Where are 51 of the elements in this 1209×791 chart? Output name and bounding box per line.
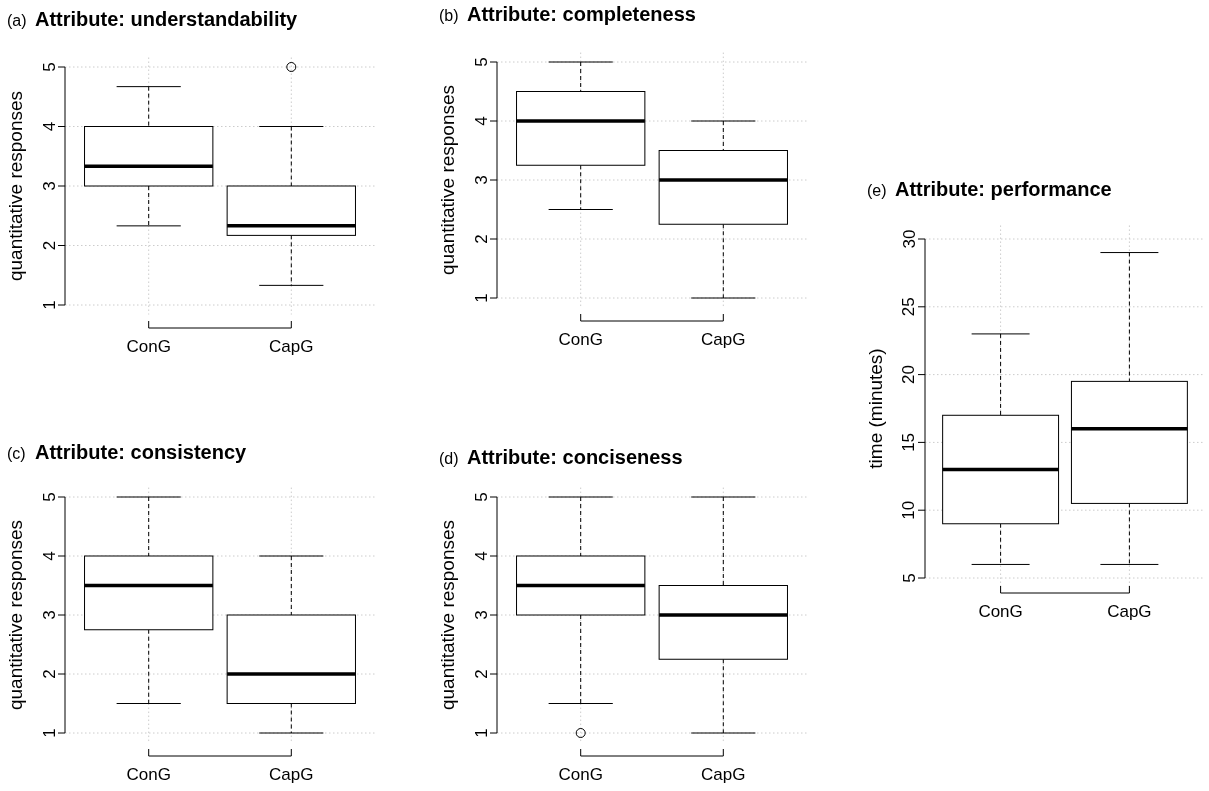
y-tick-label: 3 (471, 610, 491, 620)
chart-title: Attribute: consistency (35, 441, 248, 463)
y-tick-label: 25 (899, 297, 919, 317)
chart-title: Attribute: completeness (467, 3, 696, 25)
y-axis-title: quantitative responses (437, 84, 458, 276)
y-tick-label: 10 (899, 500, 919, 520)
x-tick-label: CapG (1107, 602, 1152, 621)
x-tick-label: CapG (269, 765, 314, 784)
x-tick-label: ConG (558, 765, 603, 784)
y-tick-label: 3 (471, 175, 491, 185)
chart-title: Attribute: performance (895, 178, 1112, 200)
y-axis-title: quantitative responses (5, 519, 26, 711)
x-tick-label: CapG (701, 765, 746, 784)
y-tick-label: 3 (39, 610, 59, 620)
y-axis-title: quantitative responses (5, 90, 26, 282)
y-tick-label: 5 (39, 492, 59, 502)
text: (d) (439, 450, 459, 467)
y-tick-label: 4 (39, 551, 59, 561)
y-axis-title: quantitative responses (437, 519, 458, 711)
x-tick-label: CapG (269, 337, 314, 356)
x-tick-label: ConG (126, 337, 171, 356)
y-tick-label: 4 (471, 116, 491, 126)
y-tick-label: 2 (39, 240, 59, 251)
y-tick-label: 2 (39, 669, 59, 679)
y-tick-label: 15 (899, 432, 919, 452)
text: (e) (867, 182, 887, 199)
text: (b) (439, 7, 459, 24)
y-tick-label: 20 (899, 365, 919, 385)
y-tick-label: 1 (471, 293, 491, 303)
x-tick-label: CapG (701, 330, 746, 349)
x-tick-label: ConG (978, 602, 1023, 621)
y-tick-label: 1 (39, 300, 59, 310)
y-tick-label: 2 (471, 234, 491, 244)
y-tick-label: 5 (39, 62, 59, 72)
text: (c) (7, 445, 26, 462)
x-tick-label: ConG (558, 330, 603, 349)
y-tick-label: 3 (39, 181, 59, 191)
chart-title: Attribute: understandability (35, 8, 299, 30)
y-tick-label: 2 (471, 669, 491, 679)
y-axis-title: time (minutes) (865, 348, 886, 469)
text: (a) (7, 12, 27, 29)
chart-title: Attribute: conciseness (467, 446, 683, 468)
y-tick-label: 1 (39, 728, 59, 738)
y-tick-label: 5 (899, 573, 919, 583)
y-tick-label: 30 (899, 229, 919, 249)
x-tick-label: ConG (126, 765, 171, 784)
y-tick-label: 1 (471, 728, 491, 738)
y-tick-label: 4 (39, 121, 59, 132)
y-tick-label: 5 (471, 492, 491, 502)
y-tick-label: 4 (471, 551, 491, 561)
y-tick-label: 5 (471, 57, 491, 67)
